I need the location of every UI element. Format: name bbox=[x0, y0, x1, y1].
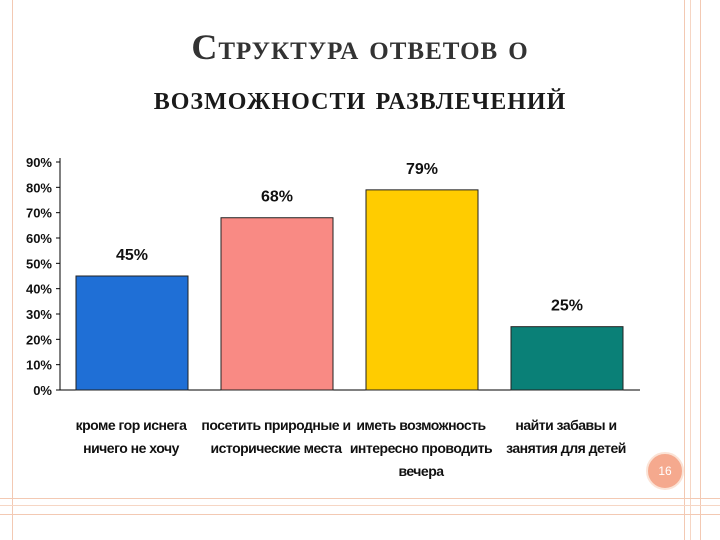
decor-line-right-1 bbox=[684, 0, 685, 540]
decor-line-bottom-3 bbox=[0, 514, 720, 515]
bar bbox=[365, 189, 479, 391]
y-tick-label: 30% bbox=[26, 307, 52, 322]
x-label-4: найти забавы и занятия для детей bbox=[506, 417, 626, 456]
slide-title-line-2: возможности развлечений bbox=[153, 80, 567, 117]
page-number-badge: 16 bbox=[646, 452, 684, 490]
x-label-1: кроме гор иснега ничего не хочу bbox=[75, 417, 187, 456]
y-tick-label: 90% bbox=[26, 155, 52, 170]
data-label: 45% bbox=[116, 247, 148, 264]
decor-line-bottom-1 bbox=[0, 498, 720, 499]
y-tick-label: 10% bbox=[26, 358, 52, 373]
y-tick-label: 50% bbox=[26, 256, 52, 271]
y-tick-label: 80% bbox=[26, 180, 52, 195]
y-tick-label: 20% bbox=[26, 332, 52, 347]
decor-line-right-2 bbox=[690, 0, 691, 540]
data-label: 25% bbox=[551, 298, 583, 315]
y-tick-label: 70% bbox=[26, 206, 52, 221]
decor-line-left bbox=[12, 0, 13, 540]
decor-line-right-3 bbox=[700, 0, 701, 540]
y-tick-label: 60% bbox=[26, 231, 52, 246]
y-tick-label: 40% bbox=[26, 282, 52, 297]
x-label-3: иметь возможность интересно проводить ве… bbox=[349, 417, 493, 479]
bar bbox=[510, 326, 624, 391]
data-label: 79% bbox=[406, 161, 438, 178]
bar bbox=[75, 275, 189, 391]
slide-title-line-1: Структура ответов о bbox=[191, 27, 529, 67]
data-label: 68% bbox=[261, 189, 293, 206]
x-label-2: посетить природные и исторические места bbox=[201, 417, 351, 456]
y-tick-label: 0% bbox=[33, 383, 52, 398]
bar bbox=[220, 217, 334, 391]
decor-line-bottom-2 bbox=[0, 505, 720, 506]
